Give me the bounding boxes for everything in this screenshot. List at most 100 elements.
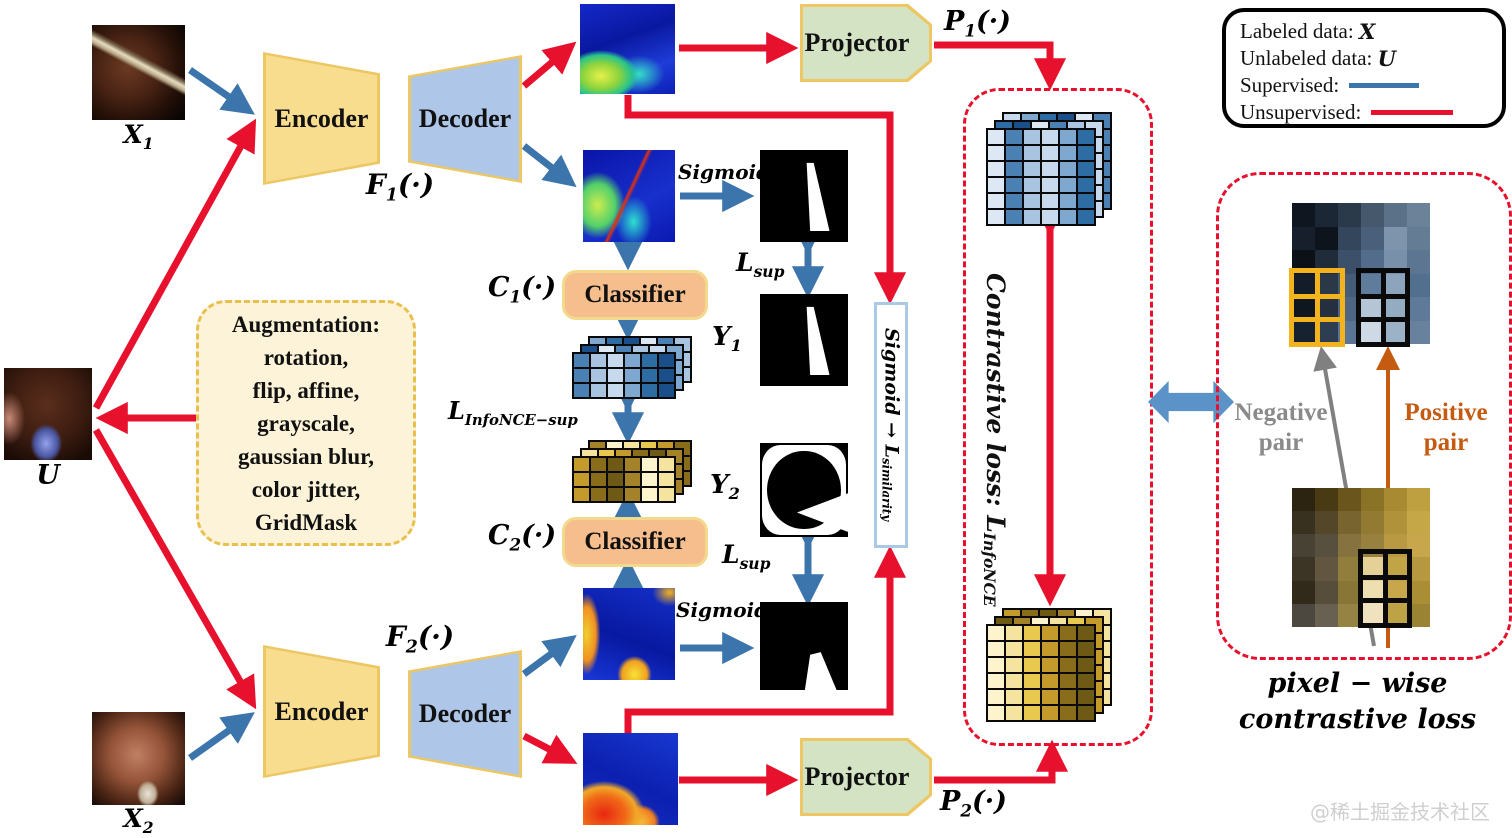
- pixel-cell: [1292, 580, 1315, 604]
- decoder1-label: Decoder: [418, 104, 512, 133]
- augmentation-line: Augmentation:: [231, 311, 381, 337]
- encoder1-block: Encoder: [263, 52, 380, 185]
- input-image-u: [4, 368, 92, 460]
- pixel-cell: [1407, 488, 1430, 512]
- legend-unsupervised: Unsupervised:: [1240, 99, 1502, 126]
- legend-box: Labeled data: X Unlabeled data: U Superv…: [1222, 8, 1506, 128]
- pixel-cell: [1384, 226, 1407, 250]
- infonce-sup-label: LInfoNCE−sup: [448, 396, 578, 429]
- arrow-u-encoder1: [92, 118, 257, 410]
- pixel-cell: [1384, 297, 1407, 321]
- arrow-x2-encoder2: [187, 712, 255, 761]
- input-image-x1: [92, 25, 185, 120]
- pixel-cell: [1361, 273, 1384, 297]
- negative-pair-label: Negative pair: [1234, 399, 1328, 456]
- negative-patch-outline: [1289, 268, 1345, 347]
- augmentation-line: rotation,: [263, 344, 349, 370]
- augmentation-box: Augmentation: rotation, flip, affine, gr…: [196, 300, 416, 546]
- x1-label: X1: [123, 120, 154, 153]
- arrow-decoder2-heatmap4: [522, 732, 578, 764]
- legend-unlabeled: Unlabeled data: U: [1240, 46, 1396, 71]
- arrow-projector1-contrastive: [934, 41, 1067, 91]
- feature-heatmap-branch2: [583, 588, 675, 680]
- pixel-cell: [1384, 488, 1407, 512]
- projector1-block: Projector: [800, 4, 932, 82]
- augmentation-line: color jitter,: [251, 476, 361, 502]
- sigmoid-similarity-box: Sigmoid → Lsimilarity: [874, 302, 908, 548]
- pixel-cell: [1315, 534, 1338, 558]
- pixel-cell: [1407, 580, 1430, 604]
- arrow-u-encoder2: [92, 428, 257, 710]
- p2-label: P2(·): [940, 786, 1007, 821]
- projection-stack-blue: [986, 112, 1112, 226]
- anchor-patch-outline-gold: [1358, 549, 1412, 628]
- projection-stack-gold: [986, 608, 1112, 722]
- pixel-cell: [1384, 511, 1407, 535]
- pixel-cell: [1315, 226, 1338, 250]
- pixel-cell: [1292, 203, 1315, 227]
- pixel-cell: [1384, 320, 1407, 344]
- anchor-patch-outline-blue: [1356, 268, 1410, 347]
- pixel-cell: [1292, 273, 1315, 297]
- lsup1-label: Lsup: [736, 248, 785, 281]
- pixel-cell: [1407, 511, 1430, 535]
- f1-label: F1(·): [365, 168, 435, 206]
- pixel-cell: [1361, 250, 1384, 274]
- augmentation-line: gaussian blur,: [238, 443, 374, 469]
- pixel-cell: [1361, 297, 1384, 321]
- pixel-cell: [1292, 511, 1315, 535]
- input-image-x2: [92, 712, 185, 805]
- pixel-cell: [1361, 320, 1384, 344]
- mask-foreground: [806, 162, 830, 231]
- unsupervised-line-swatch: [1371, 110, 1454, 115]
- pixel-cell: [1407, 603, 1430, 627]
- augmentation-line: flip, affine,: [252, 377, 360, 403]
- legend-labeled: Labeled data: X: [1240, 19, 1376, 44]
- arrow-projector2-contrastive: [934, 739, 1069, 784]
- pixel-cell: [1292, 320, 1315, 344]
- feature-heatmap-top: [580, 4, 675, 94]
- pixel-cell: [1407, 320, 1430, 344]
- arrow-decoder2-heatmap3: [521, 635, 577, 677]
- sigmoid1-label: Sigmoid: [678, 160, 771, 184]
- pixel-cell: [1338, 511, 1361, 535]
- classifier2-label: Classifier: [584, 528, 686, 555]
- lsup2-label: Lsup: [722, 540, 771, 573]
- pixelwise-label: pixel − wise contrastive loss: [1238, 668, 1477, 735]
- pixel-cell: [1315, 203, 1338, 227]
- pixel-cell: [1407, 297, 1430, 321]
- pixel-cell: [1384, 273, 1407, 297]
- feature-stack-blue: [572, 336, 692, 399]
- arrow-heatmap1-similarity: [624, 95, 907, 305]
- arrow-heatmap4-similarity: [624, 545, 907, 733]
- pixel-cell: [1407, 273, 1430, 297]
- pixel-cell: [1315, 488, 1338, 512]
- pixel-cell: [1315, 580, 1338, 604]
- pixel-cell: [1338, 203, 1361, 227]
- y1-label: Y1: [712, 322, 742, 356]
- encoder2-label: Encoder: [274, 696, 369, 726]
- projector2-label: Projector: [804, 762, 910, 791]
- watermark: @稀土掘金技术社区: [1310, 800, 1490, 824]
- arrow-decoder1-heatmap2: [521, 143, 577, 188]
- ground-truth-y1: [760, 294, 848, 386]
- u-label: U: [36, 460, 60, 491]
- classifier1-block: Classifier: [562, 270, 708, 320]
- feature-heatmap-bottom: [583, 733, 678, 825]
- mask-foreground: [804, 652, 837, 690]
- pixel-cell: [1292, 250, 1315, 274]
- f2-label: F2(·): [385, 620, 455, 658]
- decoder2-block: Decoder: [408, 650, 522, 778]
- c1-label: C1(·): [488, 272, 557, 307]
- x2-label: X2: [123, 804, 154, 837]
- pixel-cell: [1292, 226, 1315, 250]
- positive-pair-label: Positive pair: [1404, 399, 1488, 456]
- mask-foreground: [806, 306, 830, 375]
- pixel-cell: [1407, 226, 1430, 250]
- classifier1-label: Classifier: [584, 281, 686, 308]
- pixel-cell: [1292, 534, 1315, 558]
- pixel-cell: [1315, 320, 1338, 344]
- decoder2-label: Decoder: [418, 699, 512, 728]
- augmentation-line: grayscale,: [257, 410, 355, 436]
- pixel-cell: [1315, 557, 1338, 581]
